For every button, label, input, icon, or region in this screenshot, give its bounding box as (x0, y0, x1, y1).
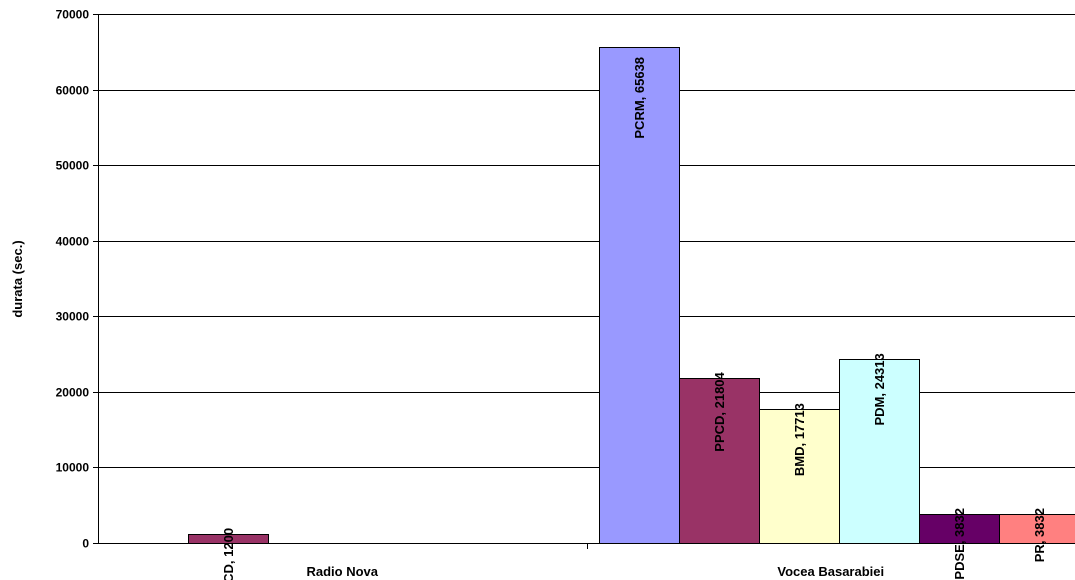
y-tick-label-20000: 20000 (56, 386, 90, 400)
data-label: PPCD, 1200 (221, 528, 236, 580)
bar-pr (999, 514, 1075, 544)
bar-layer (188, 47, 1075, 544)
y-tick-label-30000: 30000 (56, 310, 90, 324)
y-tick-label-60000: 60000 (56, 84, 90, 98)
x-category-label: Radio Nova (306, 564, 378, 579)
bar-pcrm (599, 47, 680, 544)
data-label: PCRM, 65638 (632, 57, 647, 139)
label-layer: 0 10000 20000 30000 40000 50000 60000 70000 Radi… (56, 8, 1047, 580)
grid-layer (98, 14, 1075, 468)
data-label: PDM, 24313 (872, 353, 887, 425)
bar-pdm (839, 359, 920, 544)
data-label: PPCD, 21804 (712, 371, 727, 451)
y-tick-label-40000: 40000 (56, 235, 90, 249)
data-label: BMD, 17713 (792, 403, 807, 476)
y-axis-title: durata (sec.) (10, 240, 25, 317)
bar-bmd (759, 409, 840, 544)
axis-layer (93, 14, 1075, 549)
data-label: PR, 3832 (1032, 508, 1047, 562)
y-tick-label-10000: 10000 (56, 461, 90, 475)
y-tick-label-50000: 50000 (56, 159, 90, 173)
y-tick-label-70000: 70000 (56, 8, 90, 22)
x-category-label: Vocea Basarabiei (777, 564, 884, 579)
y-tick-label-0: 0 (82, 537, 89, 551)
bar-ppcd (679, 378, 760, 544)
data-label: PDSE, 3832 (952, 508, 967, 580)
